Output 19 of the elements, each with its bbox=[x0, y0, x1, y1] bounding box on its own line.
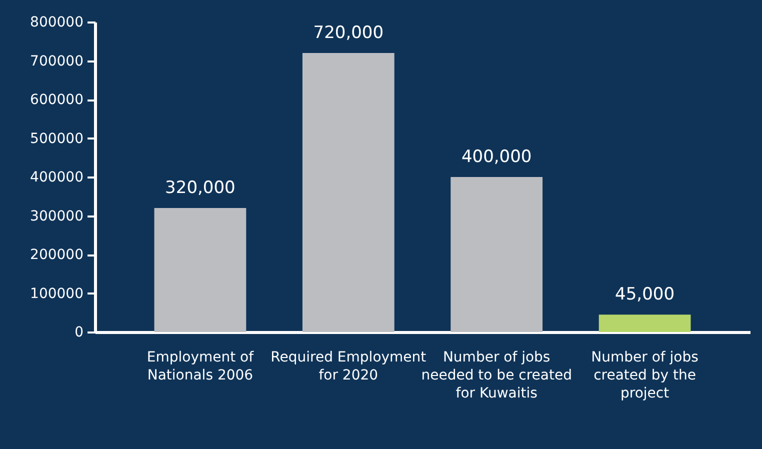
bar bbox=[598, 314, 691, 332]
data-label: 320,000 bbox=[165, 178, 236, 198]
y-tick-label: 300000 bbox=[30, 208, 84, 224]
data-label: 400,000 bbox=[461, 147, 532, 167]
y-tick-label: 0 bbox=[74, 324, 84, 340]
y-tick-label: 600000 bbox=[30, 92, 84, 108]
x-tick-label: Employment of Nationals 2006 bbox=[146, 350, 255, 384]
y-tick-label: 800000 bbox=[30, 14, 84, 30]
data-label: 720,000 bbox=[313, 23, 384, 43]
y-tick-label: 700000 bbox=[30, 53, 84, 70]
y-tick-label: 400000 bbox=[30, 170, 84, 186]
y-tick-label: 500000 bbox=[30, 130, 84, 147]
y-tick-label: 100000 bbox=[30, 286, 84, 302]
bar bbox=[450, 177, 543, 332]
bar bbox=[302, 53, 394, 332]
x-tick-label: Number of jobs created by the project bbox=[591, 350, 698, 402]
bar bbox=[154, 208, 246, 332]
y-tick-label: 200000 bbox=[30, 247, 84, 263]
data-label: 45,000 bbox=[615, 284, 675, 305]
